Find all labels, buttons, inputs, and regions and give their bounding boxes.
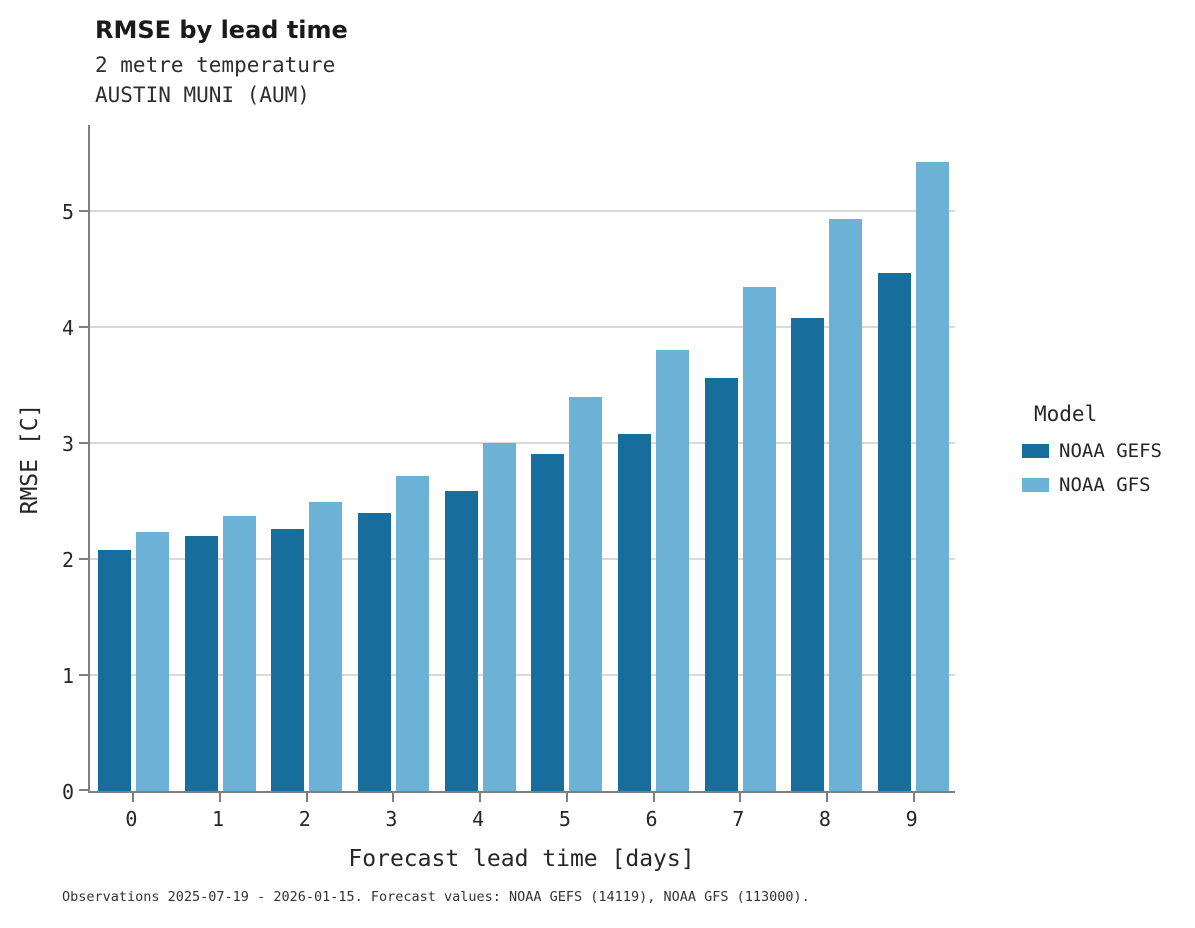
- bar-noaa-gfs: [309, 502, 343, 791]
- bar-group: [697, 125, 784, 791]
- x-axis-label: Forecast lead time [days]: [348, 846, 695, 872]
- legend-entry-gefs: NOAA GEFS: [1022, 440, 1162, 462]
- x-tick-label: 0: [125, 807, 138, 831]
- y-tick-label: 5: [61, 200, 74, 225]
- bar-noaa-gfs: [135, 532, 169, 791]
- y-tick-mark: [79, 674, 88, 677]
- bar-noaa-gefs: [531, 453, 565, 791]
- x-tick-label: 6: [645, 807, 658, 831]
- chart-subtitle-station: AUSTIN MUNI (AUM): [95, 83, 310, 107]
- bar-noaa-gefs: [878, 272, 912, 791]
- x-tick-mark: [565, 793, 568, 802]
- bar-noaa-gfs: [656, 350, 690, 791]
- y-tick-label: 1: [61, 664, 74, 689]
- x-tick-mark: [305, 793, 308, 802]
- bar-noaa-gefs: [271, 528, 305, 791]
- y-tick-label: 4: [61, 316, 74, 341]
- legend-swatch-gfs: [1022, 478, 1049, 492]
- chart-title: RMSE by lead time: [95, 16, 348, 44]
- gridline: [90, 442, 955, 445]
- x-tick-label: 8: [818, 807, 831, 831]
- x-tick-label: 4: [472, 807, 485, 831]
- bar-group: [177, 125, 264, 791]
- legend-title: Model: [1034, 402, 1098, 426]
- y-tick-mark: [79, 442, 88, 445]
- bar-group: [263, 125, 350, 791]
- y-tick-mark: [79, 210, 88, 213]
- x-tick-label: 1: [212, 807, 225, 831]
- x-tick-mark: [392, 793, 395, 802]
- gridline: [90, 558, 955, 561]
- bar-group: [524, 125, 611, 791]
- x-tick-label: 7: [732, 807, 745, 831]
- legend-label-gefs: NOAA GEFS: [1059, 440, 1162, 462]
- bar-noaa-gefs: [444, 490, 478, 791]
- x-tick-label: 9: [905, 807, 918, 831]
- gridline: [90, 674, 955, 677]
- bar-noaa-gefs: [357, 512, 391, 791]
- y-tick-label: 0: [61, 780, 74, 804]
- y-tick-mark: [79, 789, 88, 791]
- x-tick-mark: [652, 793, 655, 802]
- x-tick-mark: [739, 793, 742, 802]
- legend: Model NOAA GEFS NOAA GFS: [1022, 402, 1162, 508]
- bar-noaa-gfs: [395, 475, 429, 791]
- bar-group: [350, 125, 437, 791]
- y-tick-mark: [79, 558, 88, 561]
- bar-noaa-gfs: [829, 219, 863, 791]
- bar-group: [437, 125, 524, 791]
- bar-noaa-gfs: [569, 396, 603, 791]
- chart-subtitle-variable: 2 metre temperature: [95, 53, 336, 77]
- y-tick-label: 2: [61, 548, 74, 573]
- bar-group: [610, 125, 697, 791]
- x-tick-mark: [132, 793, 135, 802]
- footer-note: Observations 2025-07-19 - 2026-01-15. Fo…: [62, 889, 810, 905]
- bar-noaa-gefs: [184, 535, 218, 791]
- bar-noaa-gefs: [791, 317, 825, 791]
- legend-label-gfs: NOAA GFS: [1059, 474, 1151, 496]
- x-tick-label: 2: [298, 807, 311, 831]
- x-tick-mark: [219, 793, 222, 802]
- x-tick-label: 5: [558, 807, 571, 831]
- gridline: [90, 326, 955, 329]
- plot-area: [79, 125, 957, 802]
- bar-noaa-gfs: [742, 286, 776, 791]
- bar-noaa-gefs: [618, 433, 652, 791]
- bar-group: [90, 125, 177, 791]
- x-tick-mark: [912, 793, 915, 802]
- bar-noaa-gfs: [222, 516, 256, 791]
- legend-swatch-gefs: [1022, 444, 1049, 458]
- gridline: [90, 210, 955, 213]
- x-tick-mark: [479, 793, 482, 802]
- bar-group: [784, 125, 871, 791]
- bar-noaa-gefs: [704, 378, 738, 791]
- y-tick-label: 3: [61, 432, 74, 457]
- bar-noaa-gfs: [482, 443, 516, 791]
- y-tick-mark: [79, 326, 88, 329]
- x-tick-label: 3: [385, 807, 398, 831]
- bar-group: [870, 125, 957, 791]
- legend-entry-gfs: NOAA GFS: [1022, 474, 1162, 496]
- bar-noaa-gefs: [97, 549, 131, 791]
- x-tick-mark: [825, 793, 828, 802]
- bar-noaa-gfs: [916, 162, 950, 791]
